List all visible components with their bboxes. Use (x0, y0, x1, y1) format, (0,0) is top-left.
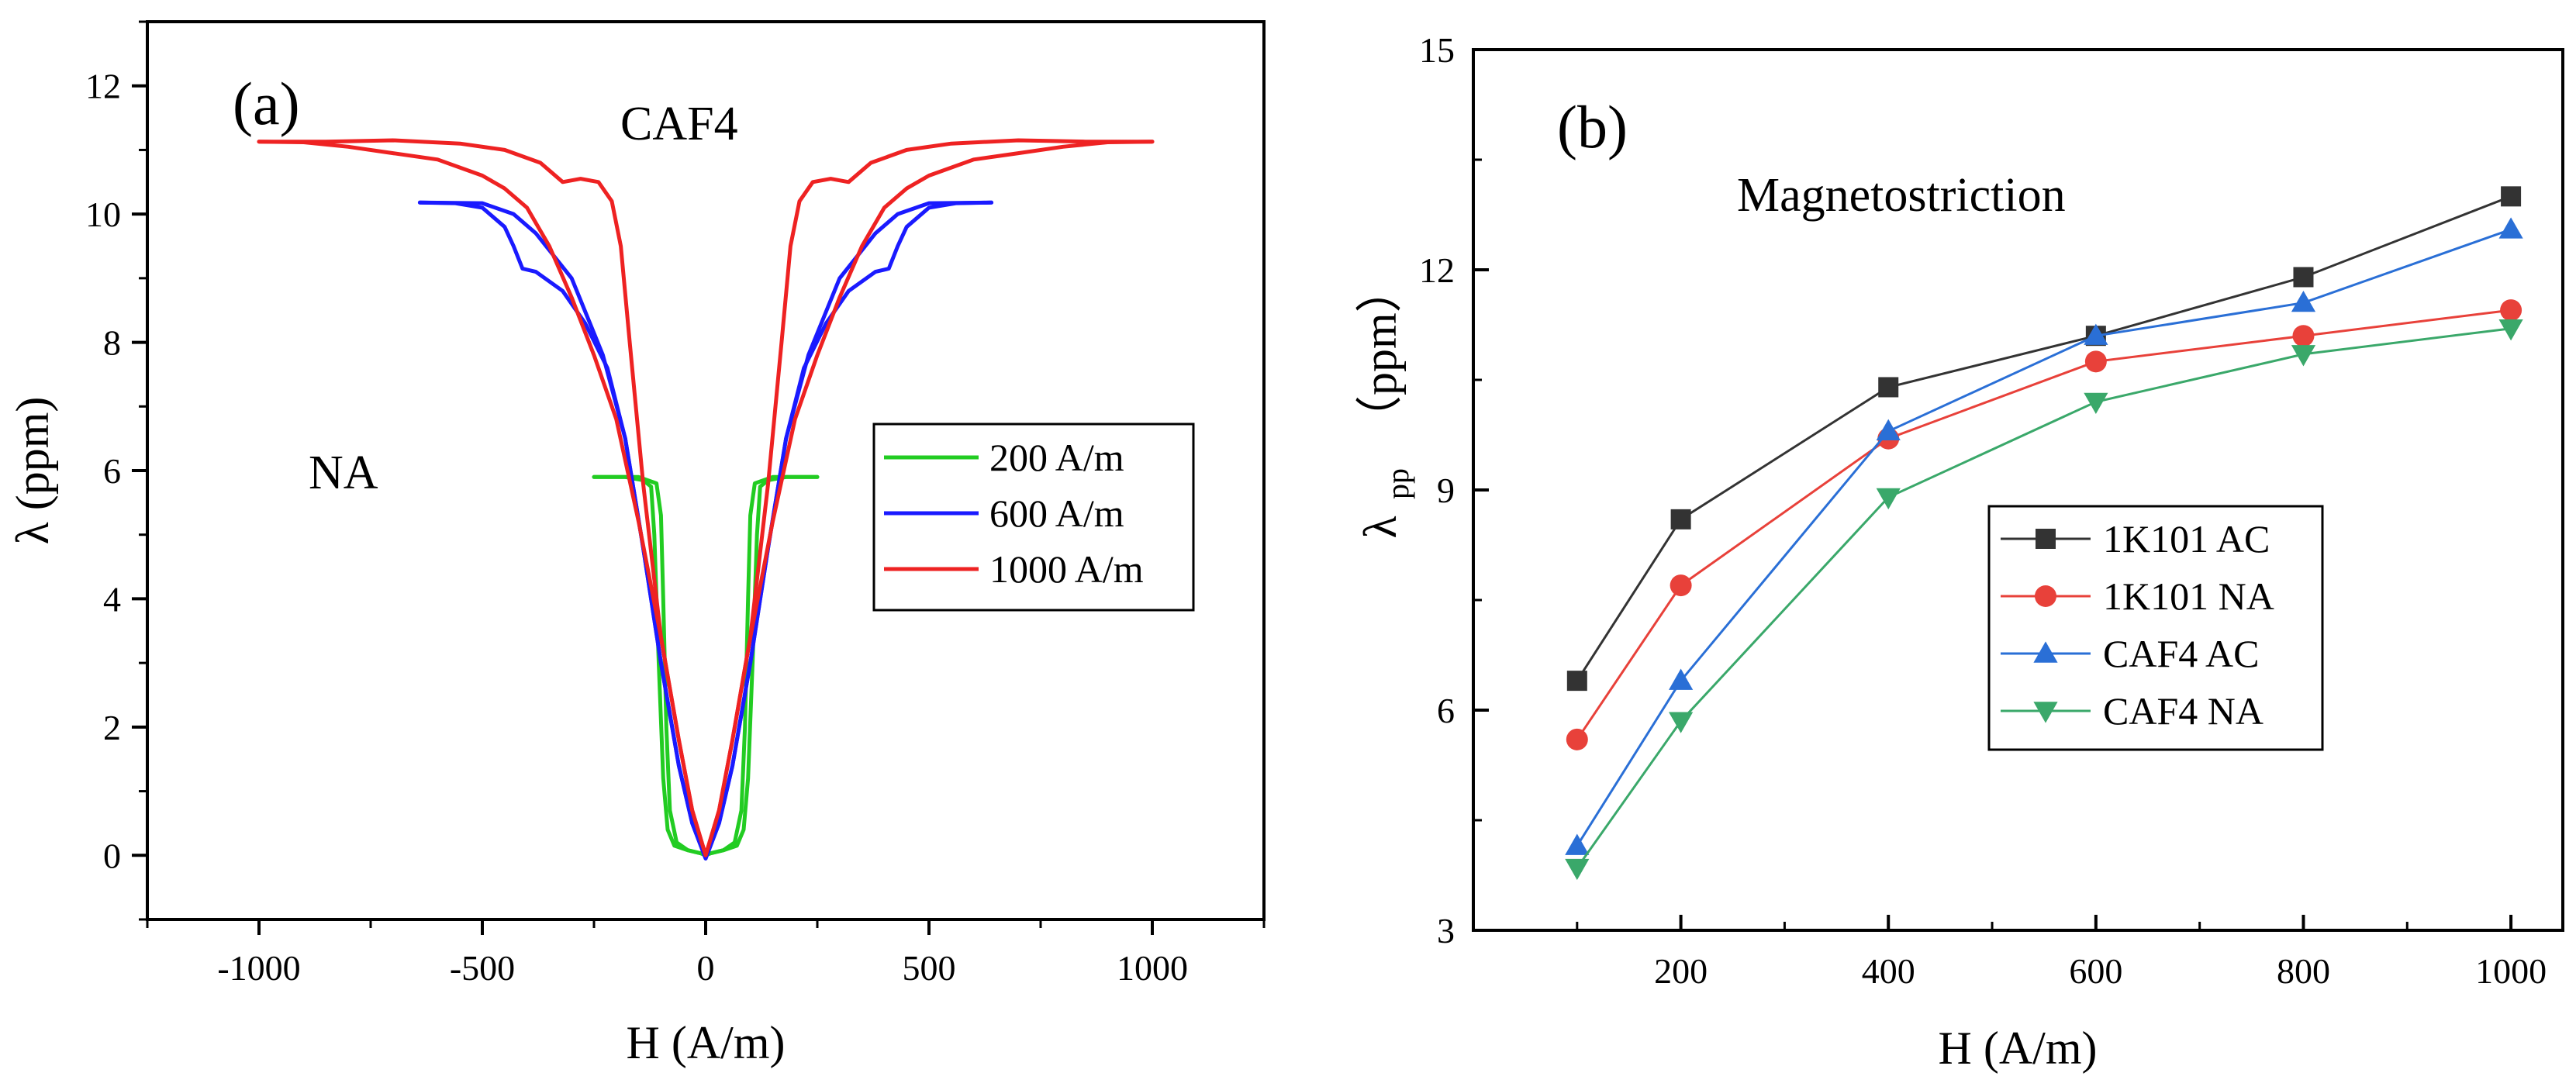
point-caf4-na (1669, 712, 1694, 733)
legend-label-caf4-ac: CAF4 AC (2103, 632, 2259, 675)
point-1k101-na (2292, 325, 2315, 347)
x-tick-label: -1000 (217, 948, 300, 988)
legend-label-1k101-ac: 1K101 AC (2103, 517, 2270, 561)
x-tick-label: 0 (697, 948, 715, 988)
legend-label-caf4-na: CAF4 NA (2103, 689, 2263, 733)
series-1k101-ac (1566, 186, 2522, 692)
y-tick-label: 3 (1437, 911, 1455, 950)
point-caf4-na (2084, 392, 2108, 414)
series-caf4-na (1565, 319, 2523, 881)
point-1k101-ac (2293, 267, 2314, 288)
legend-marker-1k101-ac (2036, 529, 2056, 549)
panel-b-title: Magnetostriction (1737, 169, 2066, 222)
point-1k101-na (1566, 728, 1588, 750)
point-1k101-ac (1670, 509, 1691, 529)
point-1k101-na (2084, 350, 2107, 373)
panel-b-y-axis-subscript: pp (1380, 468, 1415, 499)
legend-label-600-a-m: 600 A/m (989, 492, 1124, 535)
x-tick-label: 600 (2069, 951, 2122, 991)
curve-1000-a-m-falling (257, 138, 1155, 857)
point-1k101-na (2500, 299, 2522, 322)
x-tick-label: 400 (1862, 951, 1915, 991)
x-tick-label: -500 (450, 948, 515, 988)
panel-b-y-axis-unit: （ppm） (1355, 266, 1406, 442)
panel-b-y-ticks: 3 6 9 12 15 (1419, 30, 1489, 950)
point-caf4-ac (2291, 291, 2316, 312)
series-line-caf4-na (1576, 327, 2512, 869)
y-tick-label: 12 (85, 67, 121, 106)
point-caf4-ac (2498, 217, 2523, 239)
point-caf4-na (2498, 319, 2523, 341)
point-caf4-na (2291, 345, 2316, 367)
point-caf4-ac (2084, 323, 2108, 345)
panel-a-y-axis-label: λ (ppm) (7, 397, 58, 545)
legend-label-1k101-na: 1K101 NA (2103, 574, 2274, 618)
point-caf4-na (1565, 858, 1590, 881)
legend-label-200-a-m: 200 A/m (989, 436, 1124, 479)
y-tick-label: 4 (103, 579, 121, 619)
curve-200-a-m-rising (592, 474, 820, 857)
point-1k101-ac (1878, 377, 1899, 398)
y-tick-label: 2 (103, 708, 121, 747)
series-caf4-ac (1565, 217, 2523, 855)
point-1k101-ac (1566, 671, 1587, 692)
panel-b-x-ticks: 200 400 600 800 1000 (1576, 915, 2547, 991)
y-tick-label: 12 (1419, 250, 1455, 290)
x-tick-label: 500 (903, 948, 956, 988)
panel-a-y-ticks: 0 2 4 6 8 10 12 (85, 20, 147, 921)
point-1k101-na (1670, 574, 1692, 597)
y-tick-label: 10 (85, 195, 121, 234)
legend-marker-caf4-ac (2033, 641, 2058, 663)
point-caf4-ac (1669, 668, 1694, 690)
series-line-1k101-ac (1576, 195, 2512, 681)
point-1k101-ac (2501, 186, 2522, 207)
annotation-na: NA (309, 447, 378, 499)
panel-a-x-ticks: -1000 -500 0 500 1000 (146, 919, 1266, 988)
x-tick-label: 800 (2277, 951, 2330, 991)
panel-b-legend: 1K101 AC 1K101 NA CAF4 AC CAF4 NA (1987, 505, 2324, 751)
legend-label-1000-a-m: 1000 A/m (989, 547, 1144, 591)
panel-b-chart: 200 400 600 800 1000 3 6 9 12 15 (b) Magnetostri… (1355, 30, 2564, 1074)
curve-200-a-m-falling (592, 474, 820, 857)
legend-marker-1k101-na (2035, 585, 2056, 607)
panel-b-y-axis-label: λ pp （ppm） (1355, 266, 1415, 538)
panel-b-y-axis-symbol: λ (1355, 516, 1406, 538)
panel-a-x-axis-label: H (A/m) (627, 1017, 786, 1068)
y-tick-label: 6 (103, 451, 121, 491)
panel-b-x-axis-label: H (A/m) (1939, 1023, 2098, 1074)
panel-a-legend: 200 A/m 600 A/m 1000 A/m (872, 423, 1195, 612)
series-line-caf4-ac (1576, 228, 2512, 847)
panel-a-label: (a) (233, 70, 300, 137)
y-tick-label: 0 (103, 836, 121, 875)
annotation-caf4: CAF4 (620, 98, 738, 150)
panel-b-series (1565, 186, 2523, 881)
panel-b-label: (b) (1557, 93, 1628, 160)
panel-a-curves (257, 138, 1155, 861)
series-line-1k101-na (1576, 309, 2512, 740)
y-tick-label: 15 (1419, 30, 1455, 70)
x-tick-label: 1000 (2475, 951, 2547, 991)
y-tick-label: 8 (103, 323, 121, 363)
x-tick-label: 1000 (1117, 948, 1188, 988)
curve-600-a-m-falling (417, 200, 994, 861)
legend-marker-caf4-na (2033, 702, 2058, 723)
point-caf4-ac (1565, 833, 1590, 855)
panel-a-legend-box (872, 423, 1195, 612)
point-caf4-ac (1876, 419, 1901, 440)
y-tick-label: 6 (1437, 691, 1455, 730)
y-tick-label: 9 (1437, 471, 1455, 510)
x-tick-label: 200 (1654, 951, 1708, 991)
point-caf4-na (1876, 488, 1901, 510)
